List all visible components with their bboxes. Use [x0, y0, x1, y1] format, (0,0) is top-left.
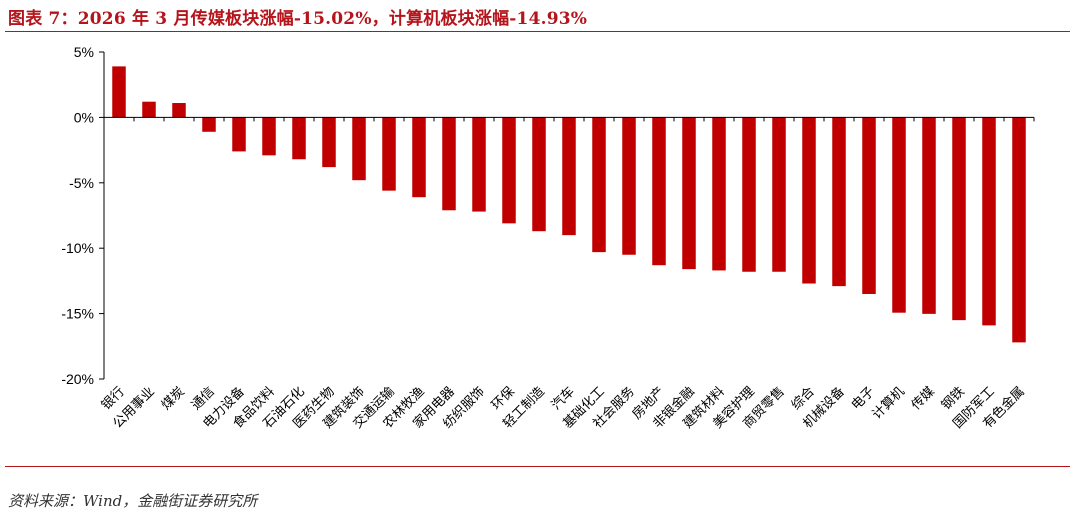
bar-17	[592, 117, 606, 253]
x-axis-zero-line	[103, 116, 1035, 122]
bar-1	[112, 66, 126, 118]
bar-15	[532, 117, 546, 232]
bar-5	[232, 117, 246, 152]
y-tick-label: 5%	[74, 44, 94, 60]
bar-6	[262, 117, 276, 156]
bar-16	[562, 117, 576, 236]
figure-title: 图表 7：2026 年 3 月传媒板块涨幅-15.02%，计算机板块涨幅-14.…	[8, 9, 588, 29]
bar-8	[322, 117, 336, 168]
category-label: 计算机	[870, 384, 908, 422]
bar-21	[712, 117, 726, 271]
bar-3	[172, 103, 186, 118]
bar-22	[742, 117, 756, 272]
bar-27	[892, 117, 906, 313]
category-label: 传媒	[909, 384, 938, 413]
bottom-divider	[5, 466, 1070, 467]
bar-20	[682, 117, 696, 270]
y-tick-label: -5%	[69, 175, 94, 191]
bar-18	[622, 117, 636, 255]
bar-10	[382, 117, 396, 191]
top-divider	[5, 31, 1070, 32]
bar-4	[202, 117, 216, 132]
category-label: 煤炭	[159, 384, 188, 413]
source-note: 资料来源：Wind，金融街证券研究所	[8, 492, 258, 510]
y-axis: 5% 0% -5% -10% -15% -20%	[61, 44, 105, 387]
bar-31	[1012, 117, 1026, 343]
bar-25	[832, 117, 846, 287]
bar-28	[922, 117, 936, 314]
bar-9	[352, 117, 366, 181]
bar-11	[412, 117, 426, 198]
bar-12	[442, 117, 456, 211]
bar-24	[802, 117, 816, 284]
bar-2	[142, 101, 156, 118]
bars	[112, 66, 1026, 343]
bar-30	[982, 117, 996, 326]
bar-26	[862, 117, 876, 294]
y-tick-label: -10%	[61, 240, 94, 256]
bar-19	[652, 117, 666, 266]
bar-7	[292, 117, 306, 160]
bar-14	[502, 117, 516, 224]
y-tick-label: -20%	[61, 371, 94, 387]
bar-29	[952, 117, 966, 321]
bar-23	[772, 117, 786, 272]
y-tick-label: -15%	[61, 306, 94, 322]
y-tick-label: 0%	[74, 109, 94, 125]
bar-13	[472, 117, 486, 212]
